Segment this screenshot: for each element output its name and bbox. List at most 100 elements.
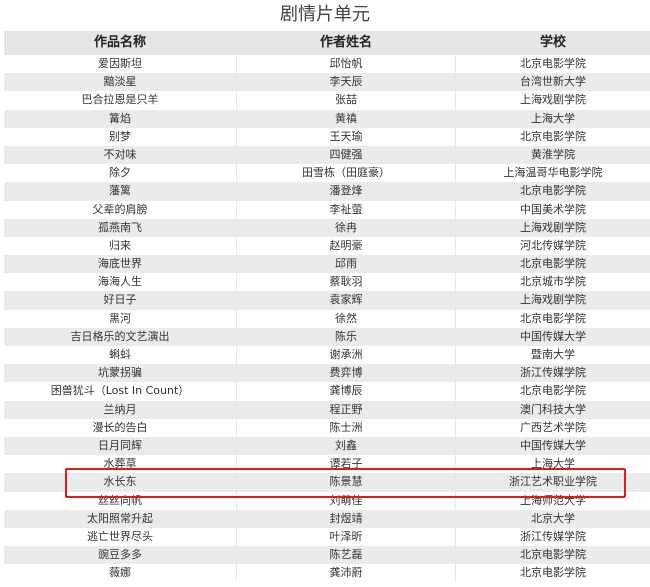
cell-work-title: 兰纳月: [4, 400, 237, 419]
header-author-name: 作者姓名: [237, 31, 456, 55]
table-title: 剧情片单元: [280, 4, 370, 25]
table-row: 水长东 陈景慧 浙江艺术职业学院: [4, 473, 650, 492]
cell-school: 北京城市学院: [520, 275, 586, 289]
cell-work-title: 水长东: [4, 473, 237, 492]
cell-author-name: 赵明豪: [237, 236, 456, 256]
cell-school: 北京大学: [531, 511, 575, 525]
cell-author-name: 陈士洲: [237, 418, 456, 437]
header-school: 学校: [539, 35, 566, 50]
cell-work-title: 薇娜: [4, 564, 237, 583]
table-row: 吉日格乐的文艺演出 陈乐 中国传媒大学: [4, 327, 650, 346]
table-row: 海海人生 蔡耿羽 北京城市学院: [4, 273, 650, 292]
cell-work-title: 黑河: [4, 309, 237, 328]
cell-author-name: 谢承洲: [237, 346, 456, 365]
cell-work-title: 好日子: [4, 291, 237, 310]
cell-school: 中国传媒大学: [520, 438, 586, 452]
cell-school: 浙江传媒学院: [520, 366, 586, 380]
cell-author-name: 袁家辉: [237, 291, 456, 310]
cell-school: 北京电影学院: [520, 384, 586, 398]
cell-author-name: 刘鑫: [237, 436, 456, 456]
cell-author-name: 潘登烽: [237, 182, 456, 201]
cell-author-name: 陈景慧: [237, 473, 456, 492]
table-row: 父辈的肩膀 李祉萤 中国美术学院: [4, 200, 650, 219]
cell-author-name: 封煜靖: [237, 509, 456, 528]
cell-work-title: 孤燕南飞: [4, 218, 237, 237]
cell-work-title: 水葬草: [4, 455, 237, 474]
cell-school: 北京电影学院: [520, 257, 586, 271]
table-body: 爱因斯坦 邱怡帆 北京电影学院 黯淡星 李天辰 台湾世新大学 巴合拉恩是只羊 张喆 上海戏剧学院…: [4, 55, 650, 583]
table-row: 坑蒙拐骗 费弈博 浙江传媒学院: [4, 364, 650, 383]
table-row: 海底世界 邱雨 北京电影学院: [4, 255, 650, 274]
cell-work-title: 藩篱: [4, 182, 237, 201]
entries-table: 作品名称 作者姓名 学校 爱因斯坦 邱怡帆 北京电影学院 黯淡星 李天辰 台湾世新大学 巴合…: [4, 31, 650, 583]
cell-school: 北京电影学院: [520, 548, 586, 562]
cell-work-title: 篝焰: [4, 109, 237, 128]
cell-work-title: 逃亡世界尽头: [4, 527, 237, 547]
cell-author-name: 徐冉: [237, 218, 456, 237]
cell-school: 河北传媒学院: [520, 238, 586, 252]
cell-author-name: 蔡耿羽: [237, 273, 456, 292]
cell-author-name: 谭若子: [237, 455, 456, 474]
cell-author-name: 王天瑜: [237, 127, 456, 146]
cell-school: 上海戏剧学院: [520, 220, 586, 234]
cell-school: 黄淮学院: [531, 147, 575, 161]
cell-author-name: 张喆: [237, 91, 456, 110]
cell-work-title: 爱因斯坦: [4, 55, 237, 74]
cell-work-title: 坑蒙拐骗: [4, 364, 237, 383]
table-row: 漫长的告白 陈士洲 广西艺术学院: [4, 418, 650, 437]
table-row: 薇娜 龚沛蔚 北京电影学院: [4, 564, 650, 583]
cell-author-name: 龚沛蔚: [237, 564, 456, 583]
cell-school: 上海大学: [531, 111, 575, 125]
table-row: 归来 赵明豪 河北传媒学院: [4, 236, 650, 256]
cell-author-name: 陈乐: [237, 327, 456, 346]
table-row: 黑河 徐然 北京电影学院: [4, 309, 650, 328]
table-row: 除夕 田雪栋（田庭豪） 上海温哥华电影学院: [4, 164, 650, 183]
table-row: 兰纳月 程正野 澳门科技大学: [4, 400, 650, 419]
cell-work-title: 巴合拉恩是只羊: [4, 91, 237, 110]
table-row: 孤燕南飞 徐冉 上海戏剧学院: [4, 218, 650, 237]
cell-author-name: 程正野: [237, 400, 456, 419]
cell-school: 上海温哥华电影学院: [503, 166, 603, 180]
cell-school: 中国美术学院: [520, 202, 586, 216]
cell-author-name: 四健强: [237, 145, 456, 165]
header-work-title: 作品名称: [4, 31, 237, 55]
cell-school: 上海大学: [531, 457, 575, 471]
cell-school: 浙江艺术职业学院: [509, 475, 597, 489]
cell-work-title: 除夕: [4, 164, 237, 183]
cell-author-name: 邱雨: [237, 255, 456, 274]
cell-author-name: 陈艺磊: [237, 546, 456, 565]
cell-school: 澳门科技大学: [520, 402, 586, 416]
cell-school: 上海戏剧学院: [520, 293, 586, 307]
table-row: 日月同辉 刘鑫 中国传媒大学: [4, 436, 650, 456]
cell-work-title: 豌豆多多: [4, 546, 237, 565]
table-row: 别梦 王天瑜 北京电影学院: [4, 127, 650, 146]
cell-author-name: 叶泽昕: [237, 527, 456, 547]
cell-school: 北京电影学院: [520, 129, 586, 143]
cell-work-title: 黯淡星: [4, 73, 237, 92]
cell-school: 上海戏剧学院: [520, 93, 586, 107]
cell-author-name: 徐然: [237, 309, 456, 328]
cell-work-title: 漫长的告白: [4, 418, 237, 437]
cell-school: 北京电影学院: [520, 57, 586, 70]
cell-work-title: 太阳照常升起: [4, 509, 237, 528]
cell-author-name: 田雪栋（田庭豪）: [237, 164, 456, 183]
cell-work-title: 海底世界: [4, 255, 237, 274]
table-row: 逃亡世界尽头 叶泽昕 浙江传媒学院: [4, 527, 650, 547]
cell-author-name: 费弈博: [237, 364, 456, 383]
table-row: 困兽犹斗（Lost In Count） 龚博辰 北京电影学院: [4, 382, 650, 401]
cell-work-title: 吉日格乐的文艺演出: [4, 327, 237, 346]
cell-author-name: 李天辰: [237, 73, 456, 92]
table-row: 太阳照常升起 封煜靖 北京大学: [4, 509, 650, 528]
cell-school: 广西艺术学院: [520, 420, 586, 434]
cell-work-title: 父辈的肩膀: [4, 200, 237, 219]
table-row: 藩篱 潘登烽 北京电影学院: [4, 182, 650, 201]
cell-work-title: 蝌蚪: [4, 346, 237, 365]
cell-author-name: 黄禛: [237, 109, 456, 128]
cell-work-title: 日月同辉: [4, 436, 237, 456]
cell-school: 北京电影学院: [520, 184, 586, 198]
table-row: 爱因斯坦 邱怡帆 北京电影学院: [4, 55, 650, 74]
cell-school: 中国传媒大学: [520, 329, 586, 343]
cell-school: 北京电影学院: [520, 311, 586, 325]
table-row: 豌豆多多 陈艺磊 北京电影学院: [4, 546, 650, 565]
cell-work-title: 海海人生: [4, 273, 237, 292]
